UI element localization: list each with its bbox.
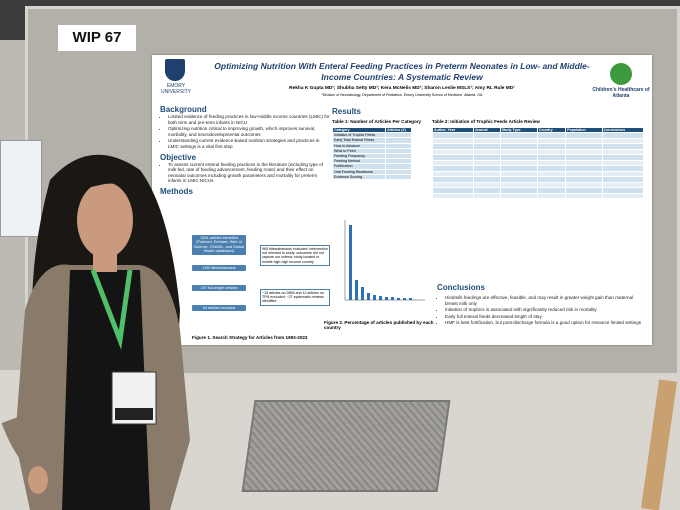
bullet: Limited evidence of feeding practices in…: [168, 114, 330, 125]
bullet: Early full enteral feeds decreased lengt…: [445, 314, 645, 320]
header-cell: Articles (#): [385, 126, 412, 134]
wip-sign: WIP 67: [58, 25, 136, 51]
flow-chart: 1261 articles identified (Pubmed, Embase…: [192, 235, 332, 335]
table-cell: [472, 192, 501, 200]
poster: EMORY UNIVERSITY Children's Healthcare o…: [152, 55, 652, 345]
childrens-logo-text: Children's Healthcare of Atlanta: [592, 87, 650, 99]
table-row: [432, 148, 644, 156]
flow-box: 1261 articles identified (Pubmed, Embase…: [192, 235, 246, 255]
table1-title: Table 1: Number of Articles Per Category: [332, 119, 422, 124]
table-row: [432, 176, 644, 183]
floor-grate: [241, 400, 451, 492]
bullet: Initiation of trophics is associated wit…: [445, 307, 645, 313]
neighbor-poster: [0, 140, 42, 237]
figure-caption: Figure 1. Search Strategy for Articles f…: [192, 335, 308, 340]
section-heading: Results: [332, 107, 361, 116]
table-cell: [432, 192, 474, 200]
table-cell: Early Total Enteral Feeds: [331, 137, 387, 144]
country-chart: [344, 220, 425, 301]
exclusion-box: ~15 articles on DBM and 12 articles on T…: [260, 289, 330, 306]
bullet: Hindmilk feedings are effective, feasibl…: [445, 295, 645, 306]
bullet: Understanding current evidence-based nut…: [168, 138, 330, 149]
bullet: Optimizing nutrition critical to improvi…: [168, 126, 330, 137]
bullet-list: Limited evidence of feeding practices in…: [160, 114, 330, 150]
authors: Rekha K Gupta MD¹; Shubha Setty MD¹; Ker…: [289, 86, 515, 91]
table-cell: [601, 192, 644, 200]
table-cell: How to Advance: [331, 142, 387, 149]
header-cell: Population: [565, 126, 603, 134]
childrens-logo: [610, 63, 632, 85]
header-row: Author, Year Journal Study Type Country Popu…: [432, 126, 644, 134]
table-cell: Feeding Method: [331, 158, 387, 165]
section-heading: Objective: [160, 152, 197, 162]
table-cell: [499, 192, 538, 200]
emory-shield: [165, 59, 185, 81]
header-cell: Conclusions: [601, 126, 644, 134]
exclusion-box: 965 titles/abstracts excluded: intervent…: [260, 245, 330, 266]
section-heading: Conclusions: [437, 283, 486, 292]
table-cell: Oral Feeding Readiness: [331, 168, 387, 175]
section-heading: Methods: [160, 186, 193, 196]
bullet-list: Hindmilk feedings are effective, feasibl…: [437, 295, 645, 327]
table2: Author, Year Journal Study Type Country Popu…: [432, 126, 644, 200]
table-cell: Initiation of Trophic Feeds: [331, 132, 387, 139]
table-row: [432, 132, 644, 139]
table-row: Oral Feeding Readiness: [331, 168, 412, 175]
table-row: [432, 187, 644, 194]
affiliation: ¹Division of Neonatology, Department of …: [321, 93, 483, 97]
figure-caption: Figure 2. Percentage of articles publish…: [324, 320, 434, 330]
poster-title: Optimizing Nutrition With Enteral Feedin…: [214, 61, 590, 82]
table-cell: [536, 192, 567, 200]
table-cell: Evidence Scoring: [331, 173, 387, 181]
flow-box: 1162 titles/abstracts: [192, 265, 246, 272]
bullet-list: To assess current enteral feeding practi…: [160, 162, 330, 184]
table1: Category Articles (#) Initiation of Trophi…: [331, 126, 412, 181]
table-cell: [385, 173, 412, 181]
section-heading: Background: [160, 105, 207, 114]
table2-title: Table 2: Initiation of Trophic Feeds Art…: [432, 119, 540, 124]
bullet: HMF is best fortification, but post-disc…: [445, 320, 645, 326]
bullet: To assess current enteral feeding practi…: [168, 162, 330, 184]
table-cell: Feeding Frequency: [331, 152, 387, 160]
left-column: Background Limited evidence of feeding p…: [160, 105, 330, 196]
table-row: Evidence Scoring: [331, 173, 412, 181]
table-row: [432, 192, 644, 200]
table-row: [432, 170, 644, 178]
emory-logo-text: EMORY UNIVERSITY: [160, 83, 191, 95]
flow-box: 84 articles included: [192, 305, 246, 312]
flow-box: 197 full-length articles: [192, 285, 246, 292]
table-cell: [565, 192, 603, 200]
person: [1, 154, 190, 510]
